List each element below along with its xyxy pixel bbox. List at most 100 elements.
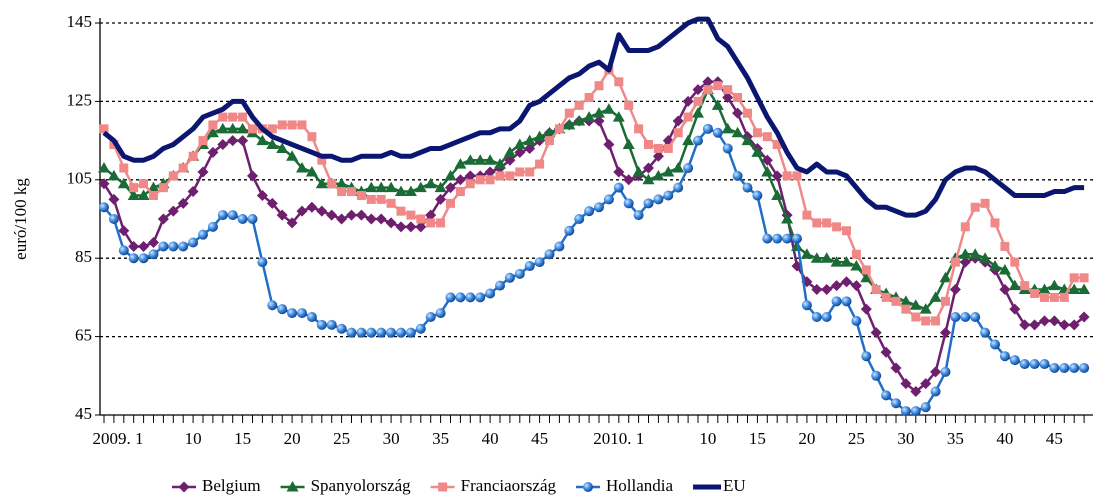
marker <box>998 263 1011 275</box>
marker <box>148 249 159 260</box>
marker <box>594 81 604 91</box>
legend-label: Belgium <box>202 476 261 495</box>
marker <box>99 124 109 134</box>
x-tick-label: 30 <box>383 429 400 448</box>
x-tick-label: 10 <box>699 429 716 448</box>
marker <box>930 366 942 378</box>
marker <box>355 209 367 221</box>
x-tick-label: 20 <box>284 429 301 448</box>
marker <box>247 214 258 224</box>
marker <box>673 182 684 193</box>
marker <box>613 166 625 178</box>
marker <box>416 214 426 224</box>
marker <box>237 135 249 147</box>
marker <box>533 130 546 142</box>
marker <box>683 112 693 122</box>
marker <box>564 108 574 118</box>
marker <box>1008 279 1021 291</box>
marker <box>870 327 882 339</box>
marker <box>425 209 437 221</box>
marker <box>900 378 912 390</box>
marker <box>999 351 1010 362</box>
marker <box>237 214 248 224</box>
marker <box>287 120 297 130</box>
marker <box>465 292 476 303</box>
marker <box>573 115 586 126</box>
marker <box>614 77 624 87</box>
marker <box>702 123 713 134</box>
marker <box>693 96 703 106</box>
marker <box>761 165 774 177</box>
marker <box>386 198 396 208</box>
marker <box>464 170 476 182</box>
marker <box>128 240 140 252</box>
marker <box>178 163 188 173</box>
marker <box>960 222 970 232</box>
marker <box>454 158 467 169</box>
marker <box>1059 362 1070 373</box>
marker <box>485 175 495 185</box>
marker <box>999 284 1011 296</box>
marker <box>643 198 654 209</box>
marker <box>365 181 378 193</box>
marker <box>376 327 387 338</box>
marker <box>1039 315 1050 327</box>
marker <box>692 107 704 118</box>
marker <box>454 174 466 186</box>
marker <box>395 185 407 197</box>
marker <box>624 100 634 110</box>
marker <box>782 171 792 181</box>
marker <box>812 218 822 228</box>
marker <box>346 327 357 338</box>
marker <box>326 209 338 221</box>
marker <box>693 135 703 146</box>
marker <box>188 237 199 248</box>
marker <box>762 233 773 244</box>
marker <box>188 151 198 161</box>
y-tick-label: 105 <box>67 169 93 188</box>
marker <box>692 84 704 96</box>
marker <box>375 181 388 193</box>
marker <box>960 312 971 322</box>
marker <box>495 171 505 181</box>
y-tick-label: 125 <box>67 90 93 109</box>
marker <box>751 146 764 157</box>
series-1 <box>98 83 1091 314</box>
marker <box>731 126 744 138</box>
x-tick-label: 2010. 1 <box>593 429 644 448</box>
marker <box>880 346 892 358</box>
marker <box>820 252 833 263</box>
marker <box>455 292 466 303</box>
x-tick-label: 40 <box>482 429 499 448</box>
marker <box>1020 281 1030 291</box>
marker <box>1069 273 1079 283</box>
marker <box>178 241 189 252</box>
marker <box>455 187 465 197</box>
marker <box>1049 292 1059 302</box>
marker <box>899 295 912 306</box>
marker <box>346 209 357 221</box>
marker <box>1030 288 1040 298</box>
marker <box>157 213 169 225</box>
marker <box>475 175 485 185</box>
marker <box>99 202 109 213</box>
marker <box>177 197 189 209</box>
marker <box>920 402 931 413</box>
marker <box>713 81 723 91</box>
marker <box>307 132 317 142</box>
marker <box>840 256 853 267</box>
marker <box>890 362 902 374</box>
marker <box>534 257 545 268</box>
y-tick-label: 145 <box>67 12 93 31</box>
marker <box>206 126 219 138</box>
marker <box>535 159 545 169</box>
marker <box>980 327 991 338</box>
marker <box>227 210 238 221</box>
marker <box>513 138 526 150</box>
marker <box>781 213 794 224</box>
marker <box>653 194 664 205</box>
marker <box>909 299 922 310</box>
marker <box>959 256 971 268</box>
y-tick-label: 65 <box>75 326 92 345</box>
series-2 <box>99 65 1089 326</box>
